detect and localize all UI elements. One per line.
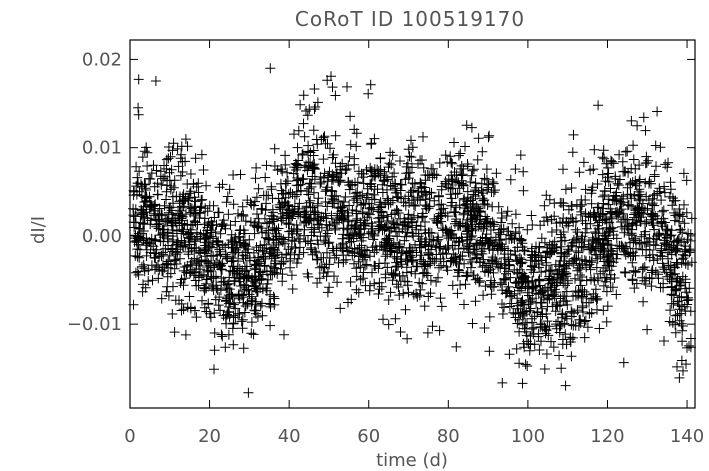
plot-frame xyxy=(129,39,696,409)
y-axis-ticks: −0.01 0.00 0.01 0.02 xyxy=(67,49,695,335)
x-axis-ticks: 0 20 40 60 80 100 120 140 xyxy=(124,40,704,447)
y-tick-label: 0.02 xyxy=(82,49,122,70)
x-tick-label: 60 xyxy=(357,426,380,447)
x-tick-label: 120 xyxy=(590,426,624,447)
x-tick-label: 0 xyxy=(124,426,135,447)
x-tick-label: 40 xyxy=(278,426,301,447)
y-tick-label: 0.01 xyxy=(82,138,122,159)
data-points xyxy=(128,63,697,398)
y-tick-label: −0.01 xyxy=(67,314,122,335)
x-tick-label: 140 xyxy=(670,426,704,447)
x-tick-label: 20 xyxy=(198,426,221,447)
x-axis-label: time (d) xyxy=(376,450,448,471)
y-tick-label: 0.00 xyxy=(82,226,122,247)
chart-title: CoRoT ID 100519170 xyxy=(295,7,525,31)
x-tick-label: 80 xyxy=(437,426,460,447)
x-tick-label: 100 xyxy=(511,426,545,447)
y-axis-label: dI/I xyxy=(28,216,49,244)
plus-markers xyxy=(128,63,697,398)
